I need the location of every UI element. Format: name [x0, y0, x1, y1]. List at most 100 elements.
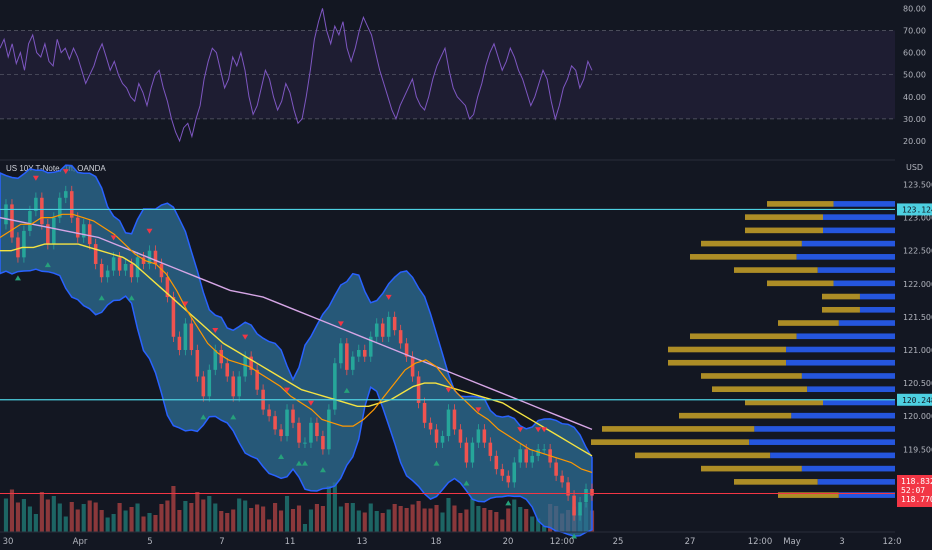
volume-bar	[225, 513, 230, 532]
volume-bar	[231, 509, 236, 532]
rsi-tick-label: 50.00	[903, 71, 926, 80]
signal-down-marker	[284, 387, 291, 393]
candle-body	[404, 343, 409, 357]
candle-body	[10, 204, 14, 238]
rsi-tick-label: 30.00	[903, 115, 926, 124]
volume-bar	[308, 509, 314, 532]
candle-body	[476, 429, 481, 443]
volume-profile-bar	[796, 254, 895, 260]
candle-body	[374, 323, 379, 337]
candle-body	[58, 197, 62, 218]
volume-bar	[380, 513, 385, 532]
volume-bar	[81, 504, 86, 532]
volume-bar	[542, 526, 547, 532]
candle-body	[578, 502, 582, 516]
signal-down-marker	[32, 175, 39, 181]
time-tick-label: 11	[285, 537, 296, 547]
candle-body	[141, 257, 146, 264]
volume-profile-bar	[712, 386, 808, 393]
candle-body	[542, 449, 546, 451]
time-tick-label: 13	[357, 537, 368, 547]
volume-bar	[296, 505, 302, 532]
time-axis[interactable]: 30 Apr 5 7 11 13 18 20 12:00 25 27 12:00 May 3 12:0	[3, 537, 902, 547]
candle-body	[195, 350, 200, 377]
volume-bar	[434, 505, 439, 532]
price-tick-label: 123.000	[903, 214, 932, 223]
volume-profile-bar	[745, 214, 823, 220]
volume-bar	[404, 508, 409, 532]
volume-bar	[530, 516, 535, 532]
volume-profile-bar	[602, 426, 755, 432]
label-price-text: 118.832	[901, 477, 932, 486]
rsi-axis: 80.00 70.00 60.00 50.00 40.00 30.00 20.00	[903, 4, 926, 146]
signal-down-marker	[535, 427, 542, 433]
label-low-level: 120.248	[897, 393, 932, 406]
candle-body	[416, 376, 421, 403]
volume-bar	[39, 492, 44, 532]
rsi-tick-label: 70.00	[903, 27, 926, 36]
volume-bar	[356, 510, 361, 532]
candle-body	[22, 230, 26, 258]
volume-profile-bar	[767, 201, 834, 207]
volume-bar	[261, 506, 266, 532]
volume-bar	[87, 500, 92, 532]
signal-up-marker	[14, 275, 21, 281]
candle-body	[351, 356, 355, 370]
rsi-tick-label: 80.00	[903, 4, 926, 13]
candle-body	[386, 316, 391, 337]
candle-body	[530, 455, 534, 463]
volume-bar	[213, 503, 218, 532]
volume-bar	[410, 504, 415, 532]
volume-profile-bar	[817, 267, 895, 273]
volume-profile-bar	[690, 333, 797, 340]
volume-profile-bar	[734, 479, 818, 485]
price-tick-label: 123.500	[903, 181, 932, 190]
candle-body	[434, 429, 439, 443]
candle-body	[279, 429, 283, 437]
volume-profile-bar	[754, 426, 895, 432]
volume-bar	[338, 506, 343, 532]
signal-up-marker	[128, 295, 135, 301]
candle-body	[554, 462, 558, 476]
candle-body	[584, 488, 588, 503]
candle-body	[428, 422, 433, 430]
volume-bar	[165, 500, 170, 532]
volume-bar	[243, 500, 248, 532]
candle-body	[464, 442, 469, 463]
volume-profile-bar	[838, 492, 895, 498]
signal-down-marker	[541, 427, 548, 433]
volume-profile-bar	[817, 479, 895, 485]
volume-bar	[141, 516, 146, 532]
signal-up-marker	[44, 262, 51, 268]
candle-body	[123, 263, 128, 271]
time-tick-label: 27	[685, 537, 696, 547]
volume-bar	[272, 503, 278, 532]
time-tick-label: 12:0	[882, 537, 901, 547]
volume-profile-bar	[807, 386, 895, 393]
price-tick-label: 122.000	[903, 280, 932, 289]
volume-profile-bar	[838, 320, 895, 326]
label-low-level-text: 120.248	[902, 396, 932, 405]
candle-body	[297, 422, 301, 443]
candle-body	[392, 316, 397, 331]
candle-body	[64, 191, 68, 198]
volume-bar	[33, 514, 38, 532]
candle-body	[500, 469, 505, 476]
candle-body	[333, 363, 337, 410]
ma-slow-line	[0, 216, 593, 431]
rsi-series-line	[0, 8, 593, 143]
volume-bar	[177, 510, 182, 532]
candle-body	[267, 409, 271, 417]
candle-body	[153, 250, 158, 264]
candle-body	[380, 323, 385, 337]
volume-bar	[314, 504, 320, 532]
candle-body	[524, 449, 528, 463]
volume-bar	[368, 503, 373, 532]
volume-profile-bar	[791, 412, 895, 419]
volume-profile-bar	[786, 346, 895, 353]
candle-body	[494, 455, 499, 470]
volume-bar	[476, 506, 481, 532]
volume-bar	[27, 506, 32, 532]
candle-body	[560, 475, 564, 483]
volume-bar	[440, 512, 445, 532]
